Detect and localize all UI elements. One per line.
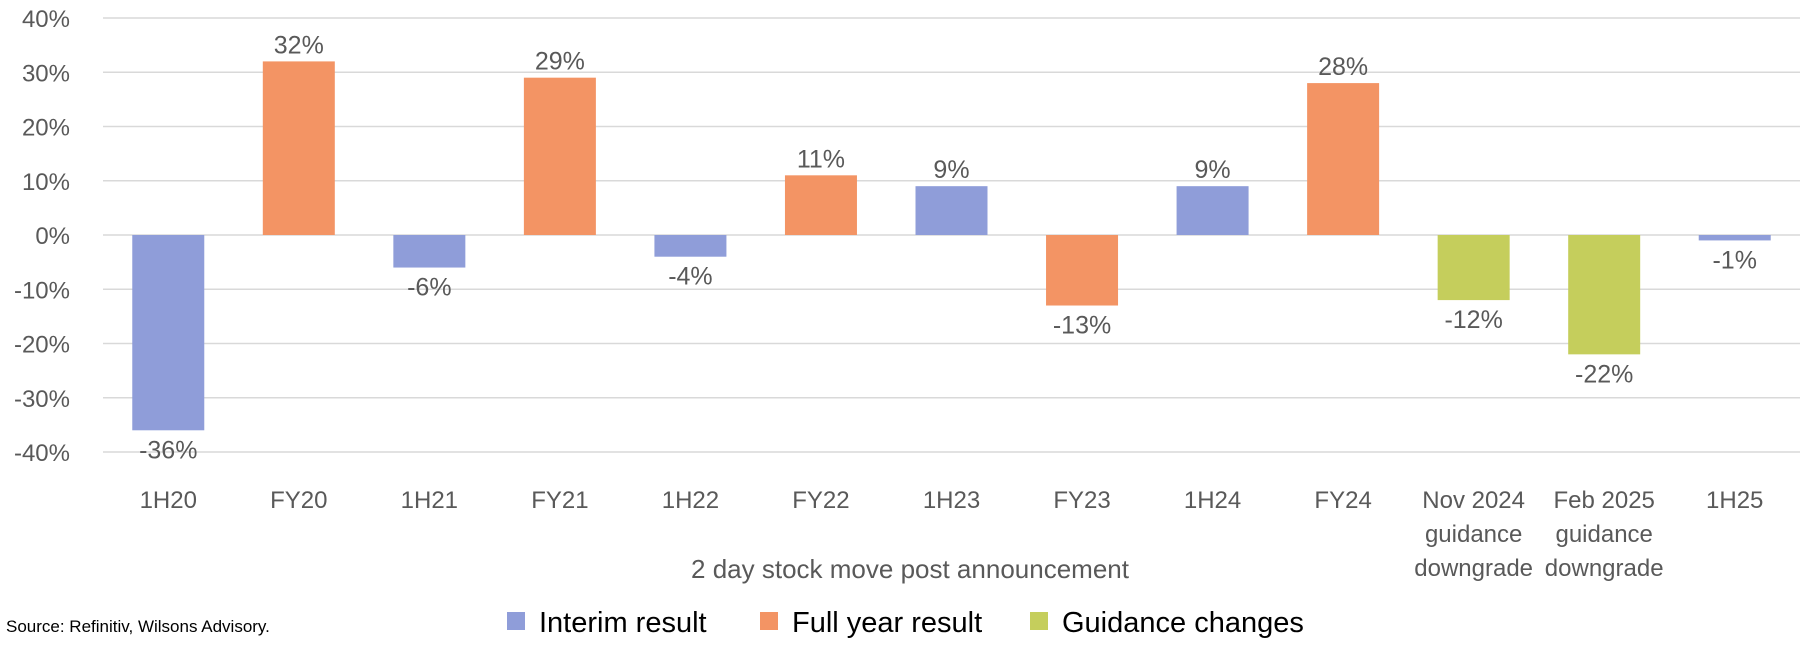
x-axis-title: 2 day stock move post announcement: [691, 554, 1130, 584]
data-label: 9%: [933, 156, 969, 184]
y-tick-label: 0%: [35, 223, 70, 250]
legend-label-full-year: Full year result: [792, 607, 982, 639]
category-label: 1H25: [1706, 487, 1763, 514]
data-label: -13%: [1053, 312, 1111, 340]
category-label: 1H23: [923, 487, 980, 514]
bar-1h22: [654, 235, 727, 257]
data-label: -4%: [668, 263, 712, 291]
data-label: -22%: [1575, 360, 1633, 388]
legend: Interim result Full year result Guidance c…: [507, 607, 1304, 639]
legend-swatch-full-year: [760, 612, 778, 630]
bar-nov-2024-guidance-downgrade: [1437, 235, 1510, 301]
bar-1h24: [1176, 186, 1249, 235]
legend-swatch-interim: [507, 612, 525, 630]
bar-1h20: [132, 235, 205, 431]
y-tick-label: -10%: [14, 277, 70, 304]
data-label: -12%: [1444, 306, 1502, 334]
bar-fy24: [1307, 83, 1380, 235]
data-label: 29%: [535, 48, 585, 76]
category-label: FY20: [270, 487, 327, 514]
y-tick-label: -20%: [14, 332, 70, 359]
category-label: FY24: [1314, 487, 1371, 514]
source-note: Source: Refinitiv, Wilsons Advisory.: [6, 617, 270, 636]
bars: [132, 61, 1771, 431]
category-label: FY21: [531, 487, 588, 514]
category-label: 1H22: [662, 487, 719, 514]
category-label: FY22: [792, 487, 849, 514]
y-tick-label: 40%: [22, 6, 70, 33]
bar-1h25: [1698, 235, 1771, 241]
data-label: -6%: [407, 274, 451, 302]
legend-swatch-guidance: [1030, 612, 1048, 630]
y-tick-label: 20%: [22, 115, 70, 142]
data-labels: -36% 32% -6% 29% -4% 11% 9% -13% 9% 28% -12% -22% -1…: [139, 31, 1757, 464]
y-tick-label: 30%: [22, 60, 70, 87]
category-labels: 1H20 FY20 1H21 FY21 1H22 FY22 1H23 FY23 1H24 FY24…: [140, 487, 1764, 582]
bar-feb-2025-guidance-downgrade: [1568, 235, 1641, 355]
legend-label-guidance: Guidance changes: [1062, 607, 1304, 639]
bar-fy22: [784, 175, 857, 235]
bar-fy21: [523, 77, 596, 235]
y-tick-label: 10%: [22, 169, 70, 196]
data-label: -1%: [1712, 246, 1756, 274]
y-tick-label: -30%: [14, 386, 70, 413]
category-label: FY23: [1053, 487, 1110, 514]
category-label: 1H24: [1184, 487, 1241, 514]
data-label: -36%: [139, 436, 197, 464]
data-label: 28%: [1318, 53, 1368, 81]
bar-1h23: [915, 186, 988, 235]
bar-fy23: [1046, 235, 1119, 306]
category-label: 1H20: [140, 487, 197, 514]
bar-fy20: [262, 61, 335, 236]
data-label: 11%: [797, 145, 845, 173]
y-axis-ticks: 40% 30% 20% 10% 0% -10% -20% -30% -40%: [14, 6, 70, 467]
data-label: 9%: [1195, 156, 1231, 184]
data-label: 32%: [274, 31, 324, 59]
y-tick-label: -40%: [14, 440, 70, 467]
legend-label-interim: Interim result: [539, 607, 707, 639]
category-label: Nov 2024 guidance downgrade: [1414, 487, 1533, 582]
bar-1h21: [393, 235, 466, 268]
category-label: Feb 2025 guidance downgrade: [1545, 487, 1664, 582]
category-label: 1H21: [401, 487, 458, 514]
